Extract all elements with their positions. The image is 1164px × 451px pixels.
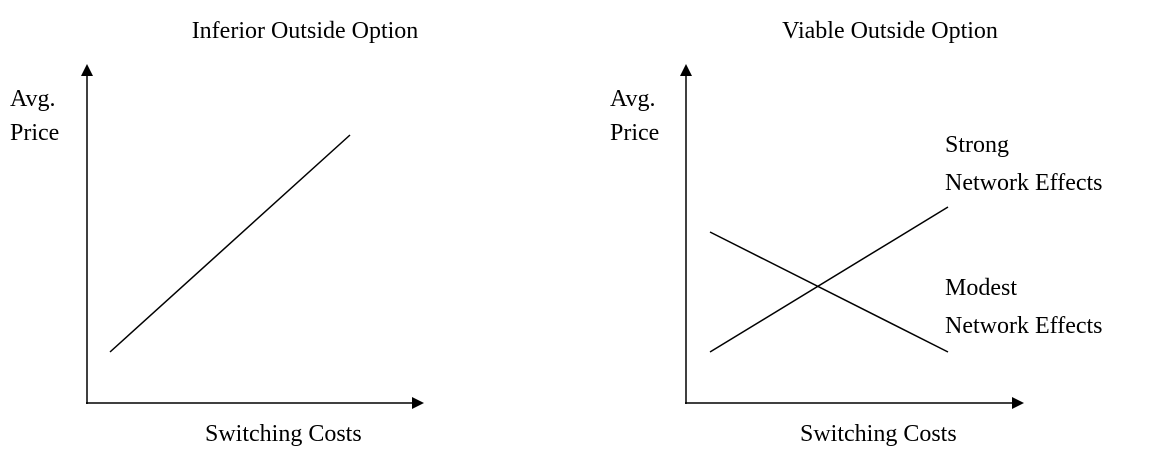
annotation: Network Effects [945, 170, 1103, 196]
strong-effects-line [709, 206, 949, 353]
panel-left: Inferior Outside Option Avg. Price Switc… [10, 18, 424, 447]
annotation: Network Effects [945, 313, 1103, 339]
y-axis-label: Avg. [10, 86, 56, 112]
panel-title: Inferior Outside Option [192, 18, 419, 44]
x-axis-label: Switching Costs [205, 421, 362, 447]
price-line [109, 134, 351, 353]
y-axis-label: Price [610, 120, 659, 146]
modest-effects-line [709, 231, 949, 353]
annotation: Modest [945, 275, 1017, 301]
annotation: Strong [945, 132, 1009, 158]
y-axis-label: Avg. [610, 86, 656, 112]
panel-title: Viable Outside Option [782, 18, 998, 44]
y-axis-label: Price [10, 120, 59, 146]
panel-right: Viable Outside Option Avg. Price Strong … [610, 18, 1103, 447]
x-axis-label: Switching Costs [800, 421, 957, 447]
